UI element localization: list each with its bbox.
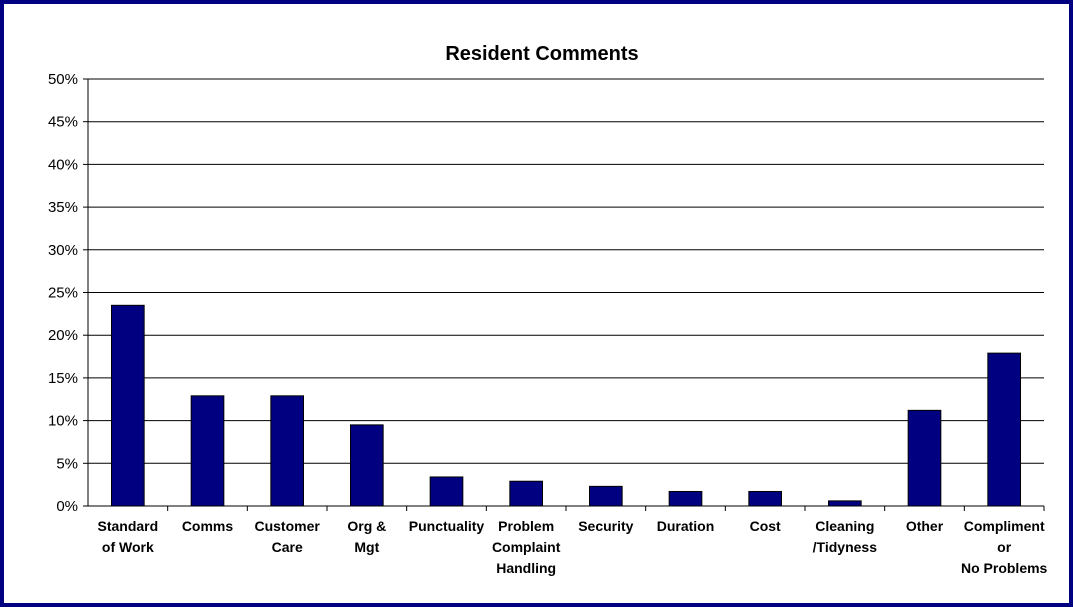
y-tick-label: 0% [56, 498, 78, 515]
x-tick-label: Problem Complaint Handling [492, 518, 561, 576]
x-tick-label: Standard of Work [97, 518, 158, 555]
bar [668, 490, 703, 507]
bar [190, 395, 225, 507]
y-tick-label: 10% [48, 413, 78, 430]
y-tick-label: 5% [56, 455, 78, 472]
y-tick-label: 50% [48, 71, 78, 88]
x-tick-label: Customer Care [254, 518, 320, 555]
bar [270, 395, 304, 507]
bar [509, 480, 543, 507]
y-tick-label: 20% [48, 327, 78, 344]
x-tick-label: Org & Mgt [347, 518, 386, 555]
y-axis: 0% 5% 10% 15% 20% 25% 30% 35% 40% 45% 50% [48, 71, 89, 515]
y-tick-label: 35% [48, 199, 78, 216]
bar [987, 352, 1021, 507]
gridlines [88, 78, 1044, 464]
x-tick-label: Cost [750, 518, 781, 534]
x-tick-label: Security [578, 518, 633, 534]
bar [828, 500, 862, 507]
x-tick-label: Compliment or No Problems [961, 518, 1048, 576]
chart-title: Resident Comments [445, 43, 638, 65]
bar [589, 485, 623, 507]
y-tick-label: 15% [48, 370, 78, 387]
x-tick-label: Duration [657, 518, 715, 534]
y-tick-label: 45% [48, 114, 78, 131]
y-tick-label: 30% [48, 242, 78, 259]
bar-chart: Resident Comments 0% 5% 10% 15% 20% 25% 30% 35%… [48, 43, 1048, 576]
x-tick-label: Other [906, 518, 944, 534]
x-tick-label: Comms [182, 518, 234, 534]
y-tick-label: 40% [48, 156, 78, 173]
x-tick-label: Cleaning/Tidyness [813, 518, 878, 555]
bar [111, 304, 145, 507]
bars [111, 304, 1021, 507]
bar [350, 424, 384, 507]
bar [429, 476, 464, 507]
x-tick-label: Punctuality [409, 518, 485, 534]
bar [907, 409, 942, 507]
y-tick-label: 25% [48, 285, 78, 302]
bar [748, 490, 782, 507]
x-axis: Standard of Work Comms Customer Care Org & Mgt… [88, 505, 1048, 576]
